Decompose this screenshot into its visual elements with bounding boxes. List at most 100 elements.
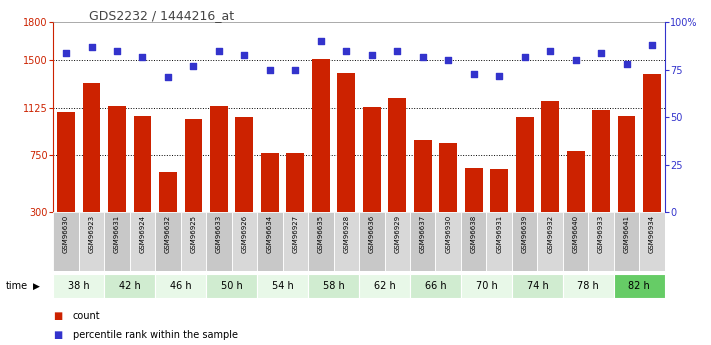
Point <box>519 54 530 59</box>
Bar <box>185 119 203 250</box>
Bar <box>232 212 257 271</box>
Bar <box>461 212 486 271</box>
Text: GSM96929: GSM96929 <box>395 215 400 253</box>
Bar <box>363 107 380 250</box>
Point <box>570 58 582 63</box>
Text: 46 h: 46 h <box>170 282 191 291</box>
Bar <box>359 212 385 271</box>
Text: count: count <box>73 311 100 321</box>
Bar <box>512 212 538 271</box>
Bar <box>491 169 508 250</box>
Bar <box>108 106 126 250</box>
Bar <box>589 212 614 271</box>
Bar <box>538 212 563 271</box>
Bar <box>563 212 589 271</box>
Text: 82 h: 82 h <box>629 282 650 291</box>
Bar <box>206 274 257 298</box>
Text: 66 h: 66 h <box>424 282 447 291</box>
Bar <box>515 117 533 250</box>
Point <box>621 61 632 67</box>
Text: GSM96925: GSM96925 <box>191 215 196 253</box>
Point <box>188 63 199 69</box>
Bar <box>439 142 457 250</box>
Bar <box>257 212 283 271</box>
Bar <box>57 112 75 250</box>
Text: GSM96638: GSM96638 <box>471 215 476 253</box>
Point <box>289 67 301 72</box>
Text: GDS2232 / 1444216_at: GDS2232 / 1444216_at <box>89 9 234 22</box>
Bar <box>261 153 279 250</box>
Bar <box>643 74 661 250</box>
Bar <box>592 110 610 250</box>
Point <box>239 52 250 57</box>
Point <box>646 42 658 48</box>
Text: GSM96933: GSM96933 <box>598 215 604 253</box>
Bar <box>287 153 304 250</box>
Bar <box>134 116 151 250</box>
Text: 38 h: 38 h <box>68 282 90 291</box>
Text: GSM96641: GSM96641 <box>624 215 629 253</box>
Text: GSM96630: GSM96630 <box>63 215 69 253</box>
Bar <box>308 212 333 271</box>
Point <box>86 44 97 50</box>
Bar <box>541 101 559 250</box>
Text: ■: ■ <box>53 330 63 339</box>
Bar <box>512 274 563 298</box>
Bar <box>333 212 359 271</box>
Bar <box>210 106 228 250</box>
Point <box>213 48 225 53</box>
Text: GSM96636: GSM96636 <box>369 215 375 253</box>
Bar <box>618 116 636 250</box>
Bar <box>105 274 155 298</box>
Point <box>493 73 505 78</box>
Point <box>442 58 454 63</box>
Text: GSM96924: GSM96924 <box>139 215 146 253</box>
Bar <box>181 212 206 271</box>
Bar <box>614 212 639 271</box>
Bar <box>388 98 406 250</box>
Text: time: time <box>6 282 28 291</box>
Text: GSM96635: GSM96635 <box>318 215 324 253</box>
Point <box>137 54 148 59</box>
Bar <box>338 73 356 250</box>
Bar <box>53 212 79 271</box>
Bar <box>283 212 308 271</box>
Bar <box>53 274 105 298</box>
Text: GSM96640: GSM96640 <box>572 215 579 253</box>
Bar <box>563 274 614 298</box>
Point <box>366 52 378 57</box>
Point <box>315 39 326 44</box>
Point <box>341 48 352 53</box>
Bar <box>159 172 177 250</box>
Bar <box>486 212 512 271</box>
Text: 70 h: 70 h <box>476 282 497 291</box>
Text: 50 h: 50 h <box>221 282 242 291</box>
Bar <box>465 168 483 250</box>
Bar <box>206 212 232 271</box>
Bar <box>155 274 206 298</box>
Bar <box>614 274 665 298</box>
Bar <box>410 212 435 271</box>
Bar <box>414 140 432 250</box>
Text: 42 h: 42 h <box>119 282 141 291</box>
Text: ▶: ▶ <box>33 282 40 291</box>
Text: GSM96637: GSM96637 <box>419 215 426 253</box>
Text: 74 h: 74 h <box>527 282 548 291</box>
Point <box>545 48 556 53</box>
Point <box>595 50 606 56</box>
Bar <box>567 151 584 250</box>
Bar <box>235 117 253 250</box>
Point <box>417 54 429 59</box>
Text: 62 h: 62 h <box>374 282 395 291</box>
Text: 58 h: 58 h <box>323 282 344 291</box>
Text: GSM96934: GSM96934 <box>649 215 655 253</box>
Text: percentile rank within the sample: percentile rank within the sample <box>73 330 237 339</box>
Bar <box>639 212 665 271</box>
Bar <box>129 212 155 271</box>
Point <box>392 48 403 53</box>
Text: GSM96631: GSM96631 <box>114 215 120 253</box>
Text: GSM96633: GSM96633 <box>216 215 222 253</box>
Text: GSM96930: GSM96930 <box>445 215 451 253</box>
Bar <box>257 274 308 298</box>
Text: 54 h: 54 h <box>272 282 294 291</box>
